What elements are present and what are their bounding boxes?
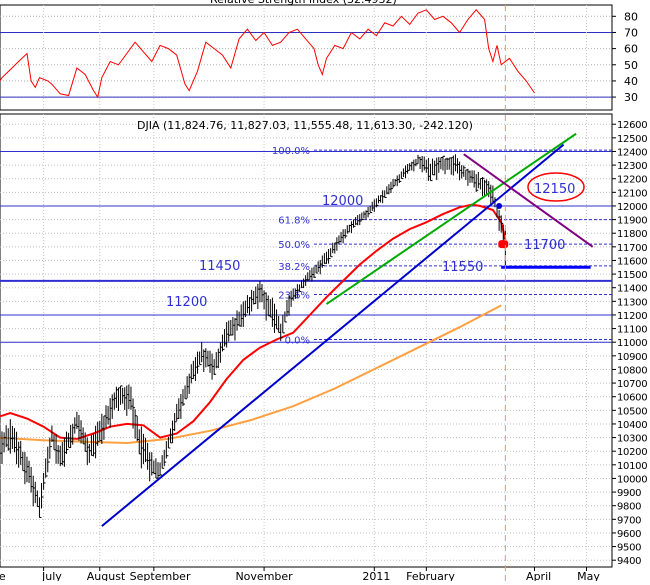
rsi-axis: 30 40 50 60 70 80 — [612, 10, 638, 104]
x-tick-label: February — [406, 570, 455, 581]
rsi-panel-frame — [0, 4, 613, 111]
annotation-ellipse — [527, 172, 585, 202]
annotation-label: 11450 — [199, 259, 240, 274]
price-tick-label: 11600 — [617, 256, 647, 267]
price-tick-label: 11900 — [617, 216, 647, 227]
fibonacci-label: 0.0% — [285, 335, 310, 346]
marker-dot — [498, 240, 509, 249]
price-tick-label: 9600 — [617, 529, 641, 540]
price-tick-label: 9700 — [617, 515, 641, 526]
fibonacci-label: 50.0% — [278, 240, 310, 251]
price-bars — [0, 154, 506, 519]
price-tick-label: 11500 — [617, 270, 647, 281]
annotation-label: 12150 — [534, 182, 575, 197]
trendline — [101, 143, 565, 527]
price-tick-label: 11100 — [617, 325, 647, 336]
price-tick-label: 10600 — [617, 393, 647, 404]
price-tick-label: 10500 — [617, 406, 647, 417]
price-tick-label: 9400 — [617, 556, 641, 567]
fibonacci-label: 100.0% — [272, 146, 310, 157]
x-tick-label: 2011 — [362, 570, 390, 581]
x-tick-label: September — [130, 570, 191, 581]
price-layer: 100.0%61.8%50.0%38.2%23.6%0.0% — [0, 132, 612, 527]
marker-dot — [496, 202, 503, 209]
price-tick-label: 10300 — [617, 434, 647, 445]
x-tick-label: July — [41, 570, 62, 581]
price-tick-label: 10100 — [617, 461, 647, 472]
price-tick-label: 12100 — [617, 188, 647, 199]
x-tick-label: June — [0, 570, 6, 581]
x-tick-label: May — [577, 570, 600, 581]
rsi-layer — [0, 9, 535, 99]
price-tick-label: 10400 — [617, 420, 647, 431]
price-tick-label: 11800 — [617, 229, 647, 240]
x-axis: June July August September November 2011 Febru… — [0, 567, 600, 583]
rsi-tick-label: 30 — [624, 91, 638, 104]
annotation-label: 11200 — [166, 295, 207, 310]
price-tick-label: 9500 — [617, 543, 641, 554]
price-title: DJIA (11,824.76, 11,827.03, 11,555.48, 1… — [137, 119, 473, 132]
rsi-line — [0, 9, 535, 99]
rsi-grid — [0, 5, 612, 110]
overlay-layer: Relative Strength Index (32.4932) DJIA (1… — [137, 0, 585, 581]
price-tick-label: 11000 — [617, 338, 647, 349]
price-tick-label: 9800 — [617, 502, 641, 513]
price-tick-label: 11300 — [617, 297, 647, 308]
price-tick-label: 12300 — [617, 161, 647, 172]
fibonacci-label: 61.8% — [278, 216, 310, 227]
trendline — [325, 132, 577, 305]
fibonacci-label: 38.2% — [278, 262, 310, 273]
rsi-tick-label: 70 — [624, 26, 638, 39]
price-tick-label: 10200 — [617, 447, 647, 458]
price-tick-label: 9900 — [617, 488, 641, 499]
rsi-tick-label: 40 — [624, 75, 638, 88]
rsi-tick-label: 80 — [624, 10, 638, 23]
price-axis: 9400 9500 9600 9700 9800 9900 10000 10100 10200 1… — [612, 120, 648, 567]
annotation-label: 11700 — [524, 238, 565, 253]
x-tick-label: November — [235, 570, 293, 581]
price-tick-label: 12400 — [617, 147, 647, 158]
rsi-tick-label: 50 — [624, 59, 638, 72]
annotation-label: 11550 — [442, 260, 483, 275]
rsi-tick-label: 60 — [624, 43, 638, 56]
price-tick-label: 12000 — [617, 202, 647, 213]
x-tick-label: April — [526, 570, 551, 581]
price-tick-label: 10000 — [617, 474, 647, 485]
x-tick-label: August — [87, 570, 126, 581]
rsi-title: Relative Strength Index (32.4932) — [210, 0, 397, 6]
price-tick-label: 12500 — [617, 134, 647, 145]
price-tick-label: 11700 — [617, 243, 647, 254]
price-tick-label: 10800 — [617, 365, 647, 376]
trendline — [463, 153, 594, 248]
price-tick-label: 11200 — [617, 311, 647, 322]
price-tick-label: 10700 — [617, 379, 647, 390]
annotation-label: 12000 — [322, 194, 363, 209]
price-tick-label: 11400 — [617, 284, 647, 295]
price-tick-label: 12200 — [617, 175, 647, 186]
price-tick-label: 12600 — [617, 120, 647, 131]
price-tick-label: 10900 — [617, 352, 647, 363]
